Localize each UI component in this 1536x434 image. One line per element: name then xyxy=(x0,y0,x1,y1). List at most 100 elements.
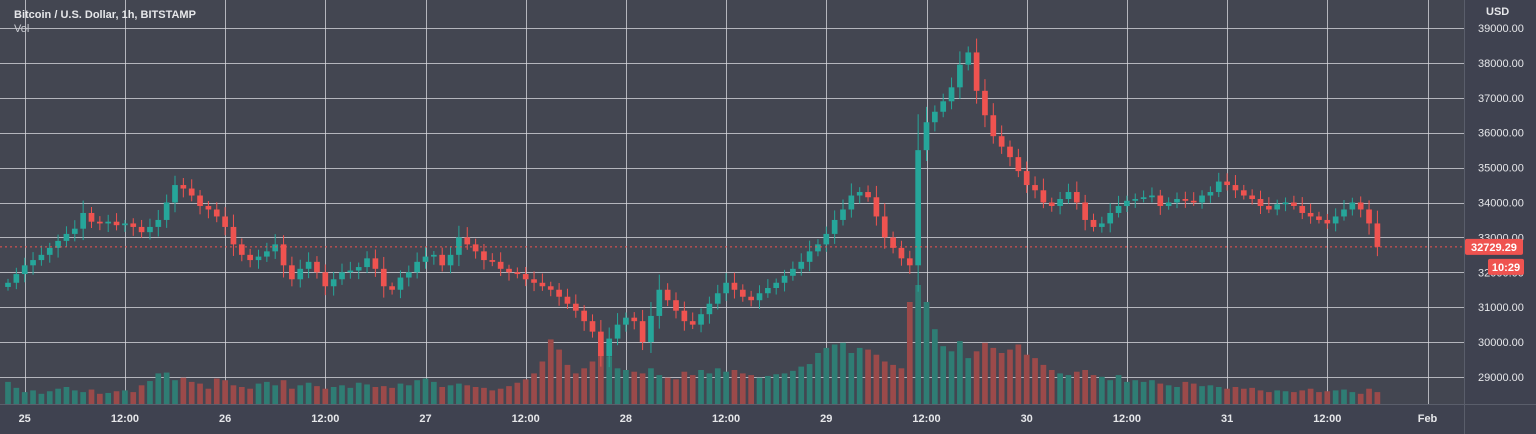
volume-bar-down xyxy=(973,351,980,404)
volume-bar-down xyxy=(238,387,245,404)
symbol-title[interactable]: Bitcoin / U.S. Dollar, 1h, BITSTAMP xyxy=(14,9,196,21)
candle-body-down xyxy=(1073,192,1080,203)
volume-bar-down xyxy=(1048,370,1055,404)
candle-body-down xyxy=(138,226,145,233)
volume-bar-up xyxy=(714,368,721,404)
volume-bar-down xyxy=(539,361,546,404)
time-axis-background xyxy=(0,404,1536,434)
candle-body-up xyxy=(1099,223,1105,227)
volume-bar-down xyxy=(464,385,471,404)
candle-body-up xyxy=(773,282,780,289)
candle-body-up xyxy=(706,303,713,315)
candle-body-up xyxy=(80,212,86,229)
volume-bar-down xyxy=(631,371,638,404)
candle-body-up xyxy=(264,251,270,257)
volume-label[interactable]: Vol xyxy=(14,23,30,35)
candle-body-down xyxy=(197,195,203,206)
candle-body-up xyxy=(255,256,262,261)
volume-bar-up xyxy=(1099,376,1105,404)
volume-bar-up xyxy=(948,351,955,404)
volume-bar-down xyxy=(572,373,579,404)
candle-body-down xyxy=(906,258,913,266)
volume-bar-up xyxy=(105,392,112,404)
candle-body-up xyxy=(5,282,11,287)
volume-bar-down xyxy=(222,380,228,404)
candle-body-up xyxy=(723,282,729,294)
candle-body-up xyxy=(105,221,112,224)
candle-body-down xyxy=(890,237,896,248)
volume-bar-up xyxy=(80,392,86,404)
volume-bar-up xyxy=(155,373,162,404)
candle-body-up xyxy=(765,288,771,294)
candle-body-up xyxy=(272,244,279,252)
volume-bar-down xyxy=(881,361,888,404)
volume-bar-up xyxy=(172,380,178,404)
volume-bar-up xyxy=(790,370,796,404)
volume-bar-down xyxy=(689,375,696,404)
y-tick-label: 38000.00 xyxy=(1478,58,1524,70)
volume-bar-up xyxy=(414,380,420,404)
last-price-value: 32729.29 xyxy=(1471,242,1517,254)
volume-bar-down xyxy=(639,373,646,404)
candle-body-down xyxy=(380,268,387,287)
volume-bar-up xyxy=(163,372,170,404)
candle-body-down xyxy=(664,289,671,301)
candle-body-down xyxy=(213,209,220,217)
candle-body-down xyxy=(130,223,137,227)
y-tick-label: 29000.00 xyxy=(1478,372,1524,384)
volume-bar-down xyxy=(481,387,487,404)
volume-bar-up xyxy=(656,375,663,404)
candle-body-down xyxy=(556,289,562,297)
candle-body-up xyxy=(1332,216,1339,224)
x-tick-label: 12:00 xyxy=(1313,413,1341,425)
volume-bar-down xyxy=(681,371,688,404)
candle-body-up xyxy=(55,240,61,248)
volume-bar-down xyxy=(1374,392,1381,404)
volume-bar-up xyxy=(1107,380,1114,404)
volume-bar-up xyxy=(706,373,713,404)
volume-bar-up xyxy=(1115,375,1122,404)
volume-bar-down xyxy=(188,381,195,404)
volume-bar-up xyxy=(1341,389,1347,404)
volume-bar-up xyxy=(823,347,830,404)
candle-body-down xyxy=(188,188,195,196)
volume-bar-down xyxy=(497,388,504,404)
candle-body-down xyxy=(572,303,579,311)
volume-bar-down xyxy=(88,389,95,404)
volume-bar-up xyxy=(255,383,262,404)
volume-bar-down xyxy=(322,388,329,404)
volume-bar-down xyxy=(531,373,537,404)
candle-body-down xyxy=(631,317,638,322)
volume-bar-down xyxy=(664,377,671,404)
candle-body-up xyxy=(63,233,70,241)
volume-bar-up xyxy=(606,356,613,404)
candle-body-down xyxy=(639,321,646,343)
volume-bar-down xyxy=(890,364,896,404)
volume-bar-up xyxy=(456,383,462,404)
volume-bars xyxy=(5,285,1381,404)
countdown-value: 10:29 xyxy=(1492,262,1520,274)
candle-body-down xyxy=(1007,146,1013,158)
volume-bar-down xyxy=(1224,388,1230,404)
volume-bar-up xyxy=(13,387,20,404)
candle-body-down xyxy=(1266,205,1272,210)
volume-bar-up xyxy=(923,302,930,404)
volume-bar-down xyxy=(1357,393,1364,404)
candle-body-up xyxy=(1107,212,1114,224)
volume-bar-up xyxy=(347,387,354,404)
candle-body-down xyxy=(1299,205,1306,213)
y-tick-label: 37000.00 xyxy=(1478,93,1524,105)
y-tick-label: 39000.00 xyxy=(1478,23,1524,35)
volume-bar-down xyxy=(230,385,237,404)
volume-bar-down xyxy=(280,380,287,404)
candle-body-up xyxy=(756,293,763,301)
volume-bar-up xyxy=(773,374,780,404)
candle-body-up xyxy=(948,87,955,102)
grid-lines xyxy=(0,0,1464,404)
volume-bar-up xyxy=(1199,386,1205,404)
volume-bar-up xyxy=(840,342,846,404)
